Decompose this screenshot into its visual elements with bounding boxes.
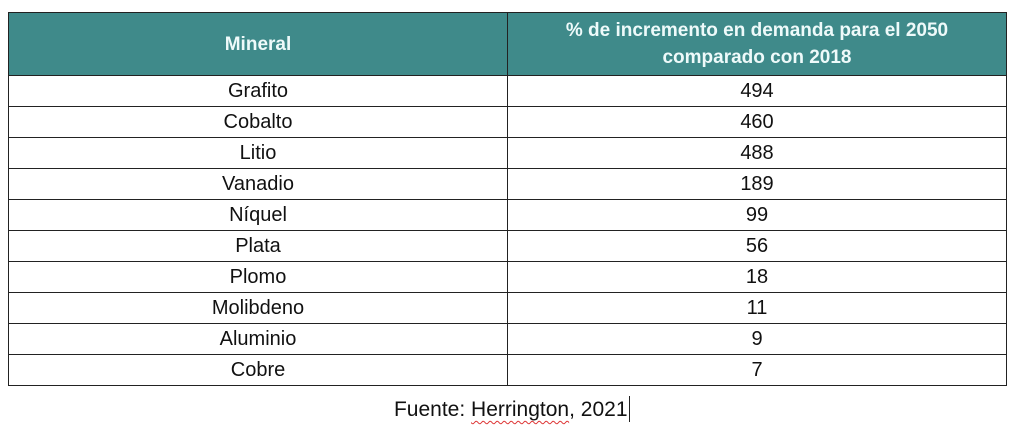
mineral-cell: Plomo — [8, 261, 508, 293]
table-row: Cobalto 460 — [8, 106, 1007, 138]
source-caption: Fuente: Herrington, 2021 — [0, 396, 1024, 422]
mineral-cell: Cobre — [8, 354, 508, 386]
demand-increase-cell: 189 — [507, 168, 1007, 200]
mineral-cell: Vanadio — [8, 168, 508, 200]
demand-increase-cell: 18 — [507, 261, 1007, 293]
mineral-cell: Molibdeno — [8, 292, 508, 324]
table-row: Plomo 18 — [8, 261, 1007, 293]
table-row: Vanadio 189 — [8, 168, 1007, 200]
demand-increase-cell: 11 — [507, 292, 1007, 324]
table-row: Grafito 494 — [8, 75, 1007, 107]
demand-increase-cell: 488 — [507, 137, 1007, 169]
mineral-demand-table: Mineral % de incremento en demanda para … — [8, 12, 1007, 386]
mineral-cell: Níquel — [8, 199, 508, 231]
mineral-cell: Grafito — [8, 75, 508, 107]
mineral-cell: Aluminio — [8, 323, 508, 355]
mineral-cell: Plata — [8, 230, 508, 262]
header-mineral: Mineral — [8, 12, 508, 76]
caption-prefix: Fuente: — [393, 398, 472, 421]
mineral-cell: Cobalto — [8, 106, 508, 138]
demand-increase-cell: 460 — [507, 106, 1007, 138]
table-row: Aluminio 9 — [8, 323, 1007, 355]
table-row: Litio 488 — [8, 137, 1007, 169]
demand-increase-cell: 56 — [507, 230, 1007, 262]
table-row: Plata 56 — [8, 230, 1007, 262]
text-cursor — [628, 396, 630, 422]
caption-author: Herrington — [471, 398, 570, 421]
table-row: Níquel 99 — [8, 199, 1007, 231]
demand-increase-cell: 99 — [507, 199, 1007, 231]
caption-suffix: , 2021 — [569, 398, 628, 421]
mineral-cell: Litio — [8, 137, 508, 169]
header-row: Mineral % de incremento en demanda para … — [8, 12, 1007, 76]
table-row: Cobre 7 — [8, 354, 1007, 386]
header-demand-increase-text: % de incremento en demanda para el 2050 … — [565, 20, 949, 68]
demand-increase-cell: 7 — [507, 354, 1007, 386]
table-row: Molibdeno 11 — [8, 292, 1007, 324]
header-demand-increase: % de incremento en demanda para el 2050 … — [507, 12, 1007, 76]
demand-increase-cell: 9 — [507, 323, 1007, 355]
demand-increase-cell: 494 — [507, 75, 1007, 107]
